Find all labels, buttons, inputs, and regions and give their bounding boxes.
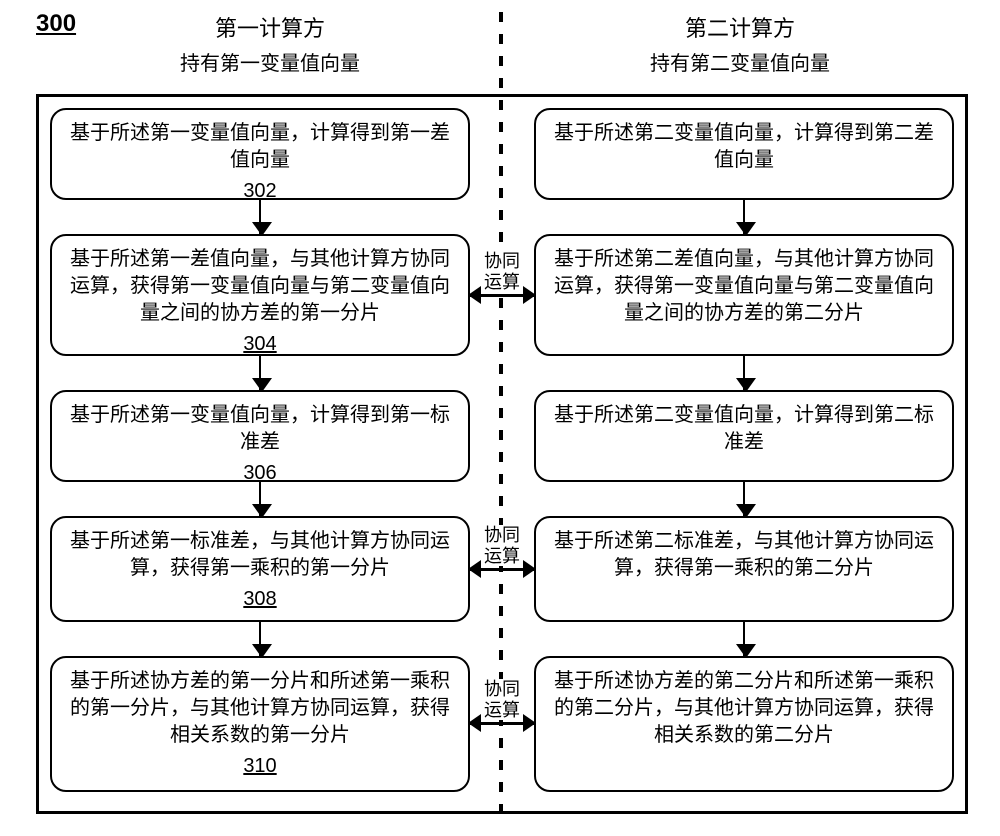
right-step-1: 基于所述第二变量值向量，计算得到第二差值向量	[534, 108, 954, 200]
arrow-down-icon	[259, 356, 261, 390]
left-step-1-text: 基于所述第一变量值向量，计算得到第一差值向量	[70, 122, 450, 171]
arrow-both-icon	[470, 568, 534, 571]
left-step-2: 基于所述第一差值向量，与其他计算方协同运算，获得第一变量值向量与第二变量值向量之…	[50, 234, 470, 356]
col-title-left: 第一计算方	[215, 16, 325, 41]
left-step-4-ref: 308	[68, 586, 452, 613]
left-step-1: 基于所述第一变量值向量，计算得到第一差值向量 302	[50, 108, 470, 200]
right-step-3-text: 基于所述第二变量值向量，计算得到第二标准差	[554, 404, 934, 453]
left-step-5-ref: 310	[68, 753, 452, 780]
col-subtitle-right: 持有第二变量值向量	[520, 49, 960, 79]
left-step-2-ref: 304	[68, 331, 452, 358]
right-step-5-text: 基于所述协方差的第二分片和所述第一乘积的第二分片，与其他计算方协同运算，获得相关…	[554, 670, 934, 746]
arrow-down-icon	[259, 622, 261, 656]
sync-label-1: 协同运算	[480, 251, 524, 292]
arrow-down-icon	[259, 482, 261, 516]
right-step-4-text: 基于所述第二标准差，与其他计算方协同运算，获得第一乘积的第二分片	[554, 530, 934, 579]
right-step-1-text: 基于所述第二变量值向量，计算得到第二差值向量	[554, 122, 934, 171]
figure-300: 300 第一计算方 持有第一变量值向量 第二计算方 持有第二变量值向量 基于所述…	[0, 0, 1000, 836]
col-title-right: 第二计算方	[685, 16, 795, 41]
arrow-down-icon	[743, 200, 745, 234]
col-subtitle-left: 持有第一变量值向量	[50, 49, 490, 79]
arrow-down-icon	[259, 200, 261, 234]
left-step-4: 基于所述第一标准差，与其他计算方协同运算，获得第一乘积的第一分片 308	[50, 516, 470, 622]
col-header-left: 第一计算方 持有第一变量值向量	[50, 12, 490, 79]
col-header-right: 第二计算方 持有第二变量值向量	[520, 12, 960, 79]
right-step-5: 基于所述协方差的第二分片和所述第一乘积的第二分片，与其他计算方协同运算，获得相关…	[534, 656, 954, 792]
arrow-down-icon	[743, 356, 745, 390]
left-step-2-text: 基于所述第一差值向量，与其他计算方协同运算，获得第一变量值向量与第二变量值向量之…	[70, 248, 450, 324]
arrow-both-icon	[470, 722, 534, 725]
right-step-4: 基于所述第二标准差，与其他计算方协同运算，获得第一乘积的第二分片	[534, 516, 954, 622]
arrow-both-icon	[470, 294, 534, 297]
left-step-5-text: 基于所述协方差的第一分片和所述第一乘积的第一分片，与其他计算方协同运算，获得相关…	[70, 670, 450, 746]
left-step-3-text: 基于所述第一变量值向量，计算得到第一标准差	[70, 404, 450, 453]
arrow-down-icon	[743, 622, 745, 656]
right-step-2: 基于所述第二差值向量，与其他计算方协同运算，获得第一变量值向量与第二变量值向量之…	[534, 234, 954, 356]
left-step-4-text: 基于所述第一标准差，与其他计算方协同运算，获得第一乘积的第一分片	[70, 530, 450, 579]
sync-label-2: 协同运算	[480, 525, 524, 566]
right-step-2-text: 基于所述第二差值向量，与其他计算方协同运算，获得第一变量值向量与第二变量值向量之…	[554, 248, 934, 324]
left-step-3: 基于所述第一变量值向量，计算得到第一标准差 306	[50, 390, 470, 482]
sync-label-3: 协同运算	[480, 679, 524, 720]
arrow-down-icon	[743, 482, 745, 516]
right-step-3: 基于所述第二变量值向量，计算得到第二标准差	[534, 390, 954, 482]
left-step-5: 基于所述协方差的第一分片和所述第一乘积的第一分片，与其他计算方协同运算，获得相关…	[50, 656, 470, 792]
